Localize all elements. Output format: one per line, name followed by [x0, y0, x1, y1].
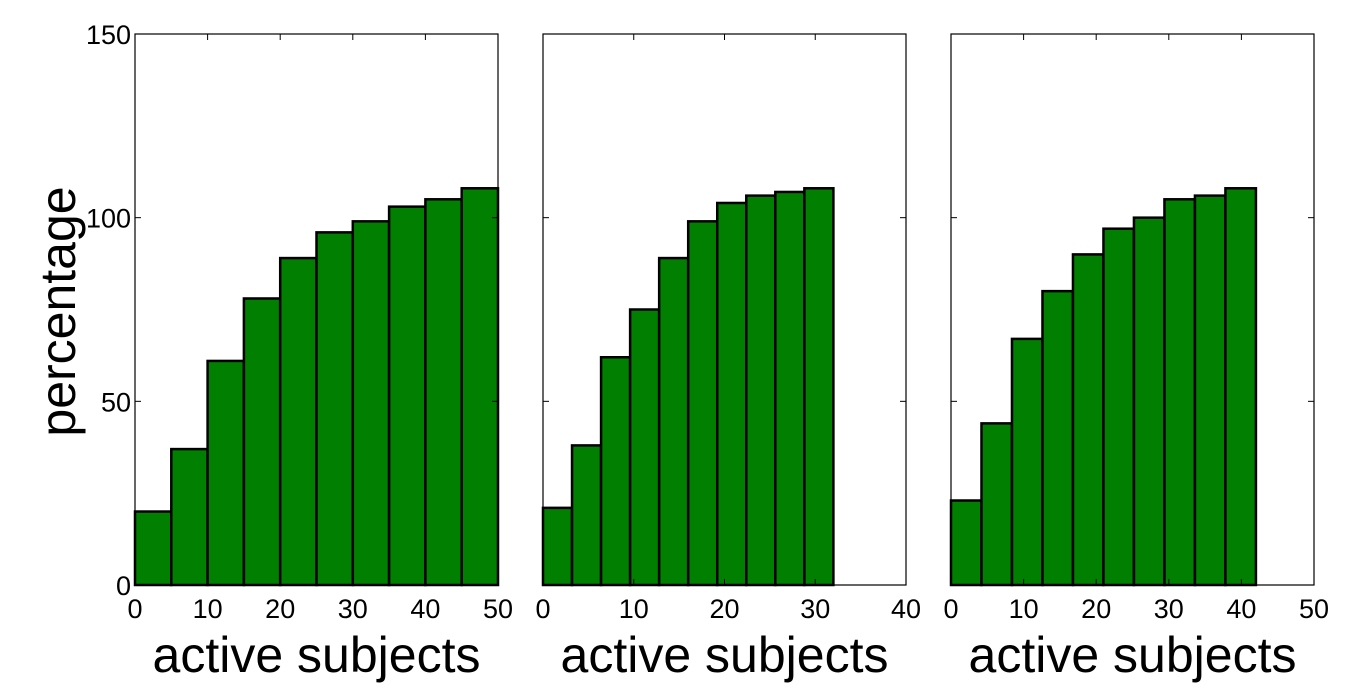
- y-tick-label: 100: [86, 204, 131, 234]
- x-tick-label: 0: [535, 594, 550, 624]
- x-tick-label: 20: [265, 594, 295, 624]
- x-tick-label: 10: [1009, 594, 1039, 624]
- bar: [1041, 289, 1075, 587]
- y-axis-label: percentage: [30, 186, 86, 436]
- bar: [803, 187, 835, 587]
- bar: [1132, 216, 1166, 587]
- x-tick-label: 30: [1154, 594, 1184, 624]
- chart-panel-1: 0 10 20 30 40 50 0 50 100 150 active subjects perce…: [30, 20, 513, 683]
- bar: [242, 297, 282, 587]
- plot-frame: [950, 33, 1315, 586]
- bar: [1224, 187, 1258, 587]
- bar: [387, 205, 427, 587]
- bar: [541, 506, 574, 587]
- bar: [278, 256, 318, 587]
- x-tick-label: 0: [943, 594, 958, 624]
- bar: [570, 444, 603, 587]
- bar: [1071, 253, 1105, 587]
- x-tick-label: 40: [1226, 594, 1256, 624]
- bar: [315, 231, 355, 587]
- x-tick-label: 0: [127, 594, 142, 624]
- bar: [1193, 194, 1227, 587]
- x-axis-label: active subjects: [969, 627, 1297, 683]
- x-axis-label: active subjects: [561, 627, 889, 683]
- x-tick-label: 50: [483, 594, 513, 624]
- bar: [1010, 337, 1044, 587]
- bar: [599, 356, 632, 587]
- bar: [1102, 227, 1136, 587]
- bar: [949, 499, 983, 587]
- bar: [351, 220, 391, 587]
- x-tick-label: 40: [410, 594, 440, 624]
- bar: [170, 447, 209, 587]
- y-tick-label: 0: [116, 571, 131, 601]
- x-tick-label: 20: [1081, 594, 1111, 624]
- bar: [980, 422, 1014, 587]
- x-tick-label: 10: [193, 594, 223, 624]
- bar: [424, 198, 463, 587]
- bar: [657, 256, 690, 587]
- x-tick-label: 20: [709, 594, 739, 624]
- plot-frame: [134, 33, 499, 586]
- x-tick-label: 10: [619, 594, 649, 624]
- x-tick-label: 30: [338, 594, 368, 624]
- bar: [774, 190, 806, 587]
- x-tick-label: 30: [800, 594, 830, 624]
- bar: [715, 201, 748, 587]
- x-tick-label: 50: [1299, 594, 1329, 624]
- y-tick-label: 150: [86, 20, 131, 50]
- x-tick-label: 40: [891, 594, 921, 624]
- bar: [460, 187, 500, 587]
- bar: [745, 194, 777, 587]
- bar: [686, 220, 719, 587]
- x-axis-label: active subjects: [153, 627, 481, 683]
- bar: [628, 308, 661, 587]
- y-tick-label: 50: [101, 387, 131, 417]
- bar: [1163, 198, 1197, 587]
- bar: [133, 510, 173, 587]
- bar: [206, 359, 246, 587]
